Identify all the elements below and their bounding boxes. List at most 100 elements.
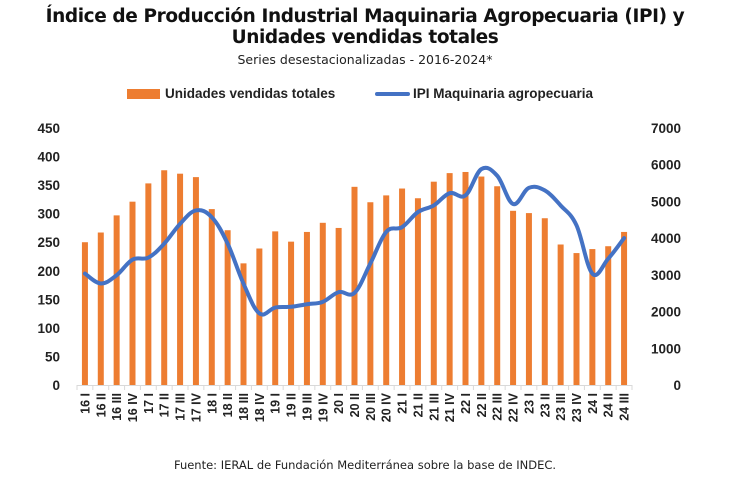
bar-17-IV bbox=[192, 177, 199, 385]
bar-24-II bbox=[605, 246, 612, 385]
x-tick-label: 22 III bbox=[491, 393, 505, 421]
legend-label-units: Unidades vendidas totales bbox=[165, 86, 336, 101]
bar-17-I bbox=[145, 183, 152, 385]
y-right-tick-label: 0 bbox=[673, 378, 681, 393]
x-tick-label: 16 I bbox=[78, 393, 92, 414]
y-right-tick-label: 3000 bbox=[651, 268, 681, 283]
chart-title: Índice de Producción Industrial Maquinar… bbox=[45, 6, 685, 48]
y-right-tick-label: 4000 bbox=[651, 231, 681, 246]
y-right-tick-label: 1000 bbox=[651, 341, 681, 356]
x-tick-label: 18 IV bbox=[253, 392, 267, 422]
bar-21-II bbox=[414, 198, 421, 385]
bar-20-I bbox=[335, 227, 342, 385]
x-tick-label: 16 II bbox=[94, 393, 108, 417]
x-tick-label: 22 IV bbox=[507, 392, 521, 422]
x-tick-label: 20 IV bbox=[380, 392, 394, 422]
y-right-tick-label: 5000 bbox=[651, 194, 681, 209]
y-right-tick-label: 6000 bbox=[651, 158, 681, 173]
bar-series bbox=[81, 170, 628, 385]
y-left-tick-label: 350 bbox=[37, 178, 60, 193]
bar-23-IV bbox=[573, 253, 580, 385]
x-axis bbox=[76, 385, 633, 390]
bar-21-I bbox=[399, 188, 406, 385]
bar-16-I bbox=[81, 242, 88, 385]
bar-24-III bbox=[621, 231, 628, 385]
legend-label-ipi: IPI Maquinaria agropecuaria bbox=[413, 86, 594, 101]
x-tick-label: 23 IV bbox=[570, 392, 584, 422]
bar-18-IV bbox=[256, 248, 263, 385]
x-tick-label: 17 I bbox=[142, 393, 156, 414]
y-axis-left: 0 50 100 150 200 250 300 350 400 450 bbox=[37, 121, 60, 393]
bar-23-III bbox=[557, 244, 564, 385]
ipi-line bbox=[82, 165, 627, 317]
y-axis-right: 0 1000 2000 3000 4000 5000 6000 7000 bbox=[651, 121, 681, 393]
bar-17-II bbox=[161, 170, 168, 385]
x-tick-label: 20 II bbox=[348, 393, 362, 417]
x-tick-label: 16 IV bbox=[126, 392, 140, 422]
x-tick-label: 22 II bbox=[475, 393, 489, 417]
y-left-tick-label: 100 bbox=[37, 321, 60, 336]
y-left-tick-label: 150 bbox=[37, 292, 60, 307]
x-tick-label: 17 IV bbox=[189, 392, 203, 422]
x-tick-label: 21 I bbox=[396, 393, 410, 414]
x-tick-label: 17 II bbox=[158, 393, 172, 417]
bar-21-IV bbox=[446, 173, 453, 385]
bar-19-II bbox=[288, 241, 295, 385]
x-tick-label: 19 IV bbox=[316, 392, 330, 422]
x-tick-label: 16 III bbox=[110, 393, 124, 421]
y-left-tick-label: 450 bbox=[37, 121, 60, 136]
legend-item-units: Unidades vendidas totales bbox=[127, 86, 335, 101]
chart-subtitle: Series desestacionalizadas - 2016-2024* bbox=[237, 52, 493, 67]
line-series bbox=[82, 165, 627, 317]
x-tick-label: 18 III bbox=[237, 393, 251, 421]
bar-24-I bbox=[589, 249, 596, 385]
legend-item-ipi: IPI Maquinaria agropecuaria bbox=[375, 86, 593, 101]
legend-bar-swatch bbox=[127, 88, 160, 99]
x-tick-label: 18 I bbox=[205, 393, 219, 414]
bar-22-I bbox=[462, 171, 469, 385]
bar-20-III bbox=[367, 202, 374, 385]
y-left-tick-label: 300 bbox=[37, 207, 60, 222]
x-tick-label: 19 III bbox=[300, 393, 314, 421]
bar-16-IV bbox=[129, 201, 136, 385]
bar-20-II bbox=[351, 186, 358, 385]
x-tick-label: 24 II bbox=[602, 393, 616, 417]
legend-line-swatch bbox=[375, 91, 410, 96]
x-tick-label: 21 III bbox=[427, 393, 441, 421]
x-tick-label: 21 II bbox=[411, 393, 425, 417]
y-left-tick-label: 50 bbox=[45, 349, 60, 364]
bar-19-III bbox=[303, 231, 310, 385]
x-tick-label: 21 IV bbox=[443, 392, 457, 422]
x-tick-label: 23 I bbox=[522, 393, 536, 414]
bar-22-III bbox=[494, 186, 501, 385]
bar-17-III bbox=[177, 173, 184, 385]
bar-22-IV bbox=[510, 210, 517, 385]
x-tick-labels: 16 I 16 II 16 III 16 IV 17 I 17 II 17 III 17 IV… bbox=[78, 392, 631, 422]
y-right-tick-label: 7000 bbox=[651, 121, 681, 136]
bar-23-II bbox=[541, 218, 548, 385]
x-tick-label: 20 III bbox=[364, 393, 378, 421]
y-left-tick-label: 250 bbox=[37, 235, 60, 250]
legend: Unidades vendidas totales IPI Maquinaria… bbox=[0, 86, 730, 104]
x-tick-label: 23 II bbox=[538, 393, 552, 417]
bar-21-III bbox=[430, 181, 437, 385]
source-note: Fuente: IERAL de Fundación Mediterránea … bbox=[173, 458, 557, 472]
y-left-tick-label: 200 bbox=[37, 264, 60, 279]
x-tick-label: 18 II bbox=[221, 393, 235, 417]
y-left-tick-label: 0 bbox=[52, 378, 60, 393]
x-tick-label: 17 III bbox=[174, 393, 188, 421]
x-tick-label: 19 II bbox=[285, 393, 299, 417]
x-tick-label: 24 I bbox=[586, 393, 600, 414]
bar-16-III bbox=[113, 215, 120, 385]
bar-20-IV bbox=[383, 195, 390, 385]
x-tick-label: 23 III bbox=[554, 393, 568, 421]
x-tick-label: 24 III bbox=[618, 393, 632, 421]
bar-18-I bbox=[208, 209, 215, 385]
x-tick-label: 20 I bbox=[332, 393, 346, 414]
y-right-tick-label: 2000 bbox=[651, 305, 681, 320]
bar-22-II bbox=[478, 176, 485, 385]
bar-23-I bbox=[525, 213, 532, 385]
x-tick-label: 22 I bbox=[459, 393, 473, 414]
y-left-tick-label: 400 bbox=[37, 150, 60, 165]
